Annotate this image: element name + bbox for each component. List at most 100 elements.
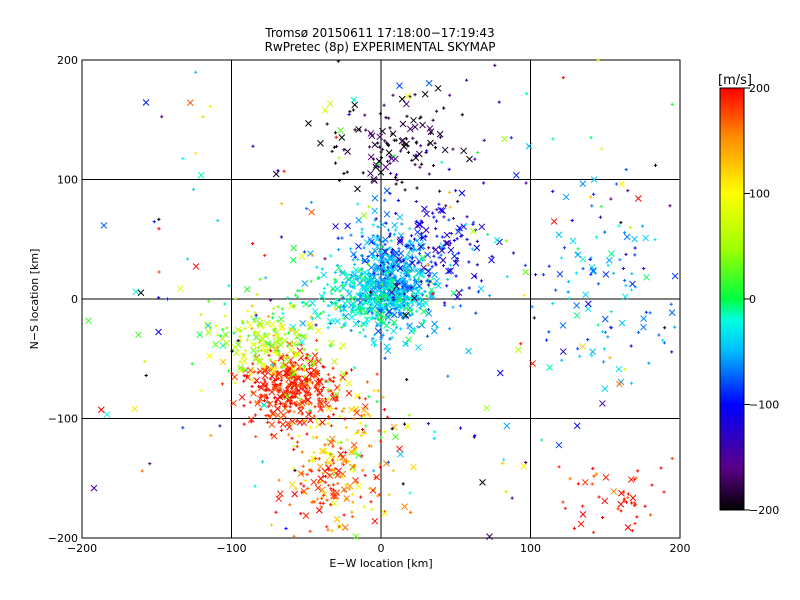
data-point-1254 (250, 389, 257, 397)
data-point-2092 (547, 330, 551, 334)
data-point-2167 (390, 427, 394, 431)
data-point-447 (416, 302, 420, 306)
data-point-1043 (455, 228, 462, 235)
data-point-1680 (289, 370, 297, 377)
data-point-2218 (561, 76, 565, 80)
data-point-1107 (399, 239, 403, 243)
data-point-1943 (317, 480, 321, 485)
data-point-606 (419, 322, 424, 326)
data-point-2135 (142, 99, 150, 106)
data-point-1071 (458, 304, 463, 308)
data-point-1711 (325, 405, 332, 413)
data-point-1891 (339, 470, 347, 478)
data-point-808 (391, 303, 395, 307)
data-point-1794 (392, 433, 399, 441)
data-point-2136 (337, 127, 344, 134)
data-point-139 (414, 255, 418, 259)
data-point-2052 (576, 247, 580, 251)
data-point-1063 (423, 210, 430, 218)
data-point-1641 (271, 327, 275, 332)
data-point-1117 (473, 274, 478, 279)
data-point-875 (378, 145, 382, 149)
data-point-932 (433, 141, 437, 145)
data-point-1120 (242, 374, 246, 378)
data-point-996 (434, 226, 438, 231)
data-point-2251 (432, 436, 436, 441)
data-point-2225 (618, 180, 625, 188)
data-point-535 (315, 265, 319, 269)
data-point-619 (359, 301, 364, 305)
data-point-1919 (297, 470, 305, 477)
data-point-636 (397, 290, 401, 294)
data-point-1064 (383, 249, 388, 253)
data-point-1800 (269, 523, 274, 527)
data-point-1490 (265, 386, 269, 390)
data-point-2086 (596, 323, 600, 327)
data-point-1780 (320, 447, 327, 455)
data-point-617 (296, 289, 300, 293)
data-point-1949 (352, 477, 359, 484)
data-point-1761 (315, 435, 319, 440)
data-point-1930 (329, 487, 333, 491)
data-point-1303 (330, 392, 335, 396)
data-point-1789 (336, 440, 341, 445)
data-point-1984 (618, 489, 625, 497)
data-point-676 (431, 320, 438, 328)
data-point-2250 (653, 238, 657, 242)
data-point-1028 (371, 194, 379, 202)
data-point-612 (321, 310, 326, 314)
data-point-1675 (276, 305, 280, 309)
data-point-453 (344, 272, 348, 276)
data-point-1003 (336, 236, 340, 240)
data-point-407 (381, 333, 385, 337)
data-point-2008 (601, 360, 606, 364)
data-point-950 (454, 259, 458, 263)
data-point-2066 (617, 224, 621, 228)
data-point-666 (294, 293, 298, 297)
data-point-502 (411, 287, 415, 291)
data-point-1573 (250, 327, 254, 331)
data-point-431 (431, 271, 438, 279)
data-point-2313 (670, 102, 674, 106)
data-point-822 (391, 93, 395, 97)
data-point-2132 (263, 253, 267, 258)
data-point-2246 (405, 336, 412, 343)
data-point-1640 (307, 323, 314, 331)
data-point-1966 (634, 476, 638, 480)
data-point-1753 (302, 419, 306, 423)
data-point-1496 (284, 386, 289, 390)
data-point-2088 (581, 267, 585, 271)
data-point-1691 (218, 335, 226, 343)
data-point-2100 (601, 330, 605, 334)
data-point-1566 (233, 296, 238, 301)
data-point-257 (374, 243, 381, 250)
data-point-2141 (305, 207, 309, 211)
data-point-2295 (325, 438, 330, 442)
data-point-948 (415, 186, 419, 190)
data-point-1991 (632, 478, 637, 482)
data-point-1101 (406, 243, 410, 247)
data-point-1428 (298, 381, 306, 389)
data-point-1621 (273, 349, 277, 353)
data-point-831 (332, 145, 336, 149)
data-point-880 (380, 147, 385, 151)
data-point-780 (334, 317, 341, 325)
data-point-970 (470, 272, 478, 280)
data-point-1866 (350, 441, 358, 449)
data-point-1571 (272, 334, 276, 338)
data-point-1317 (269, 433, 273, 437)
data-point-885 (367, 145, 372, 149)
data-point-1965 (650, 483, 654, 487)
data-point-1803 (367, 444, 371, 448)
data-point-1704 (362, 505, 366, 509)
data-point-471 (373, 242, 377, 246)
data-point-2023 (629, 344, 633, 348)
data-point-1055 (399, 266, 403, 270)
data-point-2015 (601, 385, 609, 392)
data-point-415 (377, 268, 381, 272)
data-point-1466 (242, 379, 246, 383)
data-point-478 (379, 252, 386, 260)
data-point-1970 (581, 478, 589, 486)
y-tick-label: 0 (71, 293, 78, 306)
data-point-1345 (279, 401, 283, 406)
